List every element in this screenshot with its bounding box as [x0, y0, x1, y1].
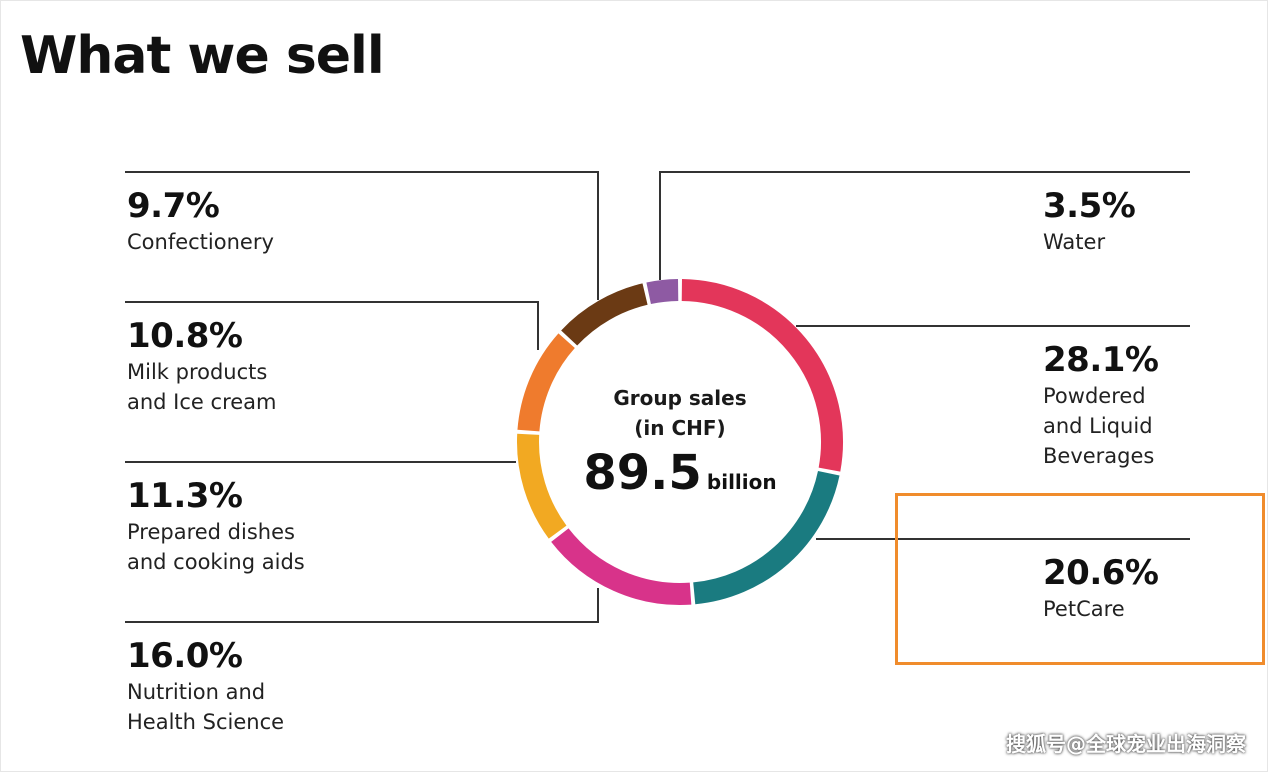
label-prepared-dishes: 11.3% Prepared dishes and cooking aids: [127, 475, 357, 577]
donut-slice-prepared-dishes-and-cooking-aids: [517, 433, 567, 539]
label-confectionery: 9.7% Confectionery: [127, 185, 357, 257]
leader-line-water: [659, 171, 1190, 280]
donut-slice-nutrition-and-health-science: [551, 528, 692, 605]
pct-prepared-dishes: 11.3%: [127, 476, 243, 516]
donut-slice-petcare: [693, 470, 840, 605]
leader-line-milk-products: [125, 301, 539, 350]
donut-slice-water: [646, 279, 679, 305]
center-label-line2: (in CHF): [634, 416, 726, 440]
name-nutrition-line1: Nutrition and: [127, 680, 266, 704]
donut-slice-confectionery: [561, 283, 648, 346]
page-title: What we sell: [20, 26, 385, 86]
name-petcare: PetCare: [1043, 597, 1125, 621]
pct-nutrition: 16.0%: [127, 636, 243, 676]
name-confectionery: Confectionery: [127, 230, 274, 254]
center-summary: Group sales (in CHF) 89.5 billion: [560, 383, 800, 501]
name-beverages-line1: Powdered: [1043, 384, 1146, 408]
donut-slice-milk-products-and-ice-cream: [517, 333, 576, 432]
name-beverages-line2: and Liquid: [1043, 414, 1153, 438]
pct-water: 3.5%: [1043, 186, 1136, 226]
group-sales-value: 89.5: [583, 445, 702, 501]
donut-slice-powdered-and-liquid-beverages: [681, 279, 843, 472]
label-milk-products: 10.8% Milk products and Ice cream: [127, 315, 357, 417]
name-milk-products-line2: and Ice cream: [127, 390, 277, 414]
label-beverages: 28.1% Powdered and Liquid Beverages: [1043, 339, 1268, 471]
pct-beverages: 28.1%: [1043, 340, 1159, 380]
leader-line-confectionery: [125, 171, 599, 300]
label-water: 3.5% Water: [1043, 185, 1268, 257]
watermark: 搜狐号@全球宠业出海洞察: [1006, 732, 1246, 756]
pct-confectionery: 9.7%: [127, 186, 220, 226]
petcare-highlight-box: [895, 493, 1265, 665]
name-prepared-dishes-line2: and cooking aids: [127, 550, 305, 574]
label-nutrition: 16.0% Nutrition and Health Science: [127, 635, 357, 737]
name-beverages-line3: Beverages: [1043, 444, 1155, 468]
label-petcare: 20.6% PetCare: [1043, 552, 1268, 624]
name-prepared-dishes-line1: Prepared dishes: [127, 520, 295, 544]
center-label-line1: Group sales: [613, 386, 747, 410]
group-sales-total: 89.5 billion: [560, 445, 800, 501]
pct-petcare: 20.6%: [1043, 553, 1159, 593]
group-sales-unit: billion: [706, 470, 777, 494]
name-water: Water: [1043, 230, 1106, 254]
leader-line-nutrition: [125, 588, 599, 623]
name-nutrition-line2: Health Science: [127, 710, 285, 734]
pct-milk-products: 10.8%: [127, 316, 243, 356]
name-milk-products-line1: Milk products: [127, 360, 268, 384]
